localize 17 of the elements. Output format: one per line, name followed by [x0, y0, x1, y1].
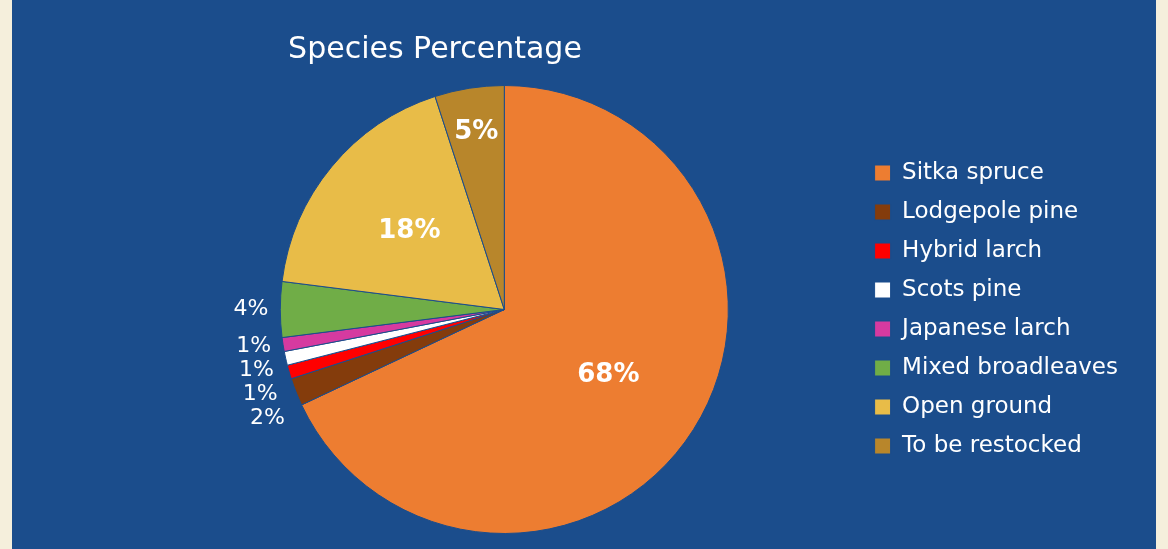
data-label: 2%	[249, 404, 285, 430]
data-label: 5%	[454, 115, 499, 146]
legend-label: Open ground	[902, 391, 1053, 418]
legend-label: Hybrid larch	[902, 235, 1043, 262]
legend-label: Japanese larch	[900, 313, 1071, 340]
data-label: 1%	[239, 356, 274, 382]
legend-label: Scots pine	[902, 274, 1022, 301]
data-label: 1%	[236, 332, 272, 358]
legend-label: Sitka spruce	[902, 157, 1044, 184]
legend-label: Lodgepole pine	[902, 196, 1079, 223]
data-label: 1%	[242, 380, 278, 406]
data-label: 4%	[233, 295, 269, 321]
data-label: 68%	[577, 358, 640, 389]
legend-label: Mixed broadleaves	[902, 352, 1119, 379]
chart-title: Species Percentage	[287, 30, 583, 65]
legend-label: To be restocked	[901, 430, 1082, 457]
data-label: 18%	[378, 213, 441, 244]
